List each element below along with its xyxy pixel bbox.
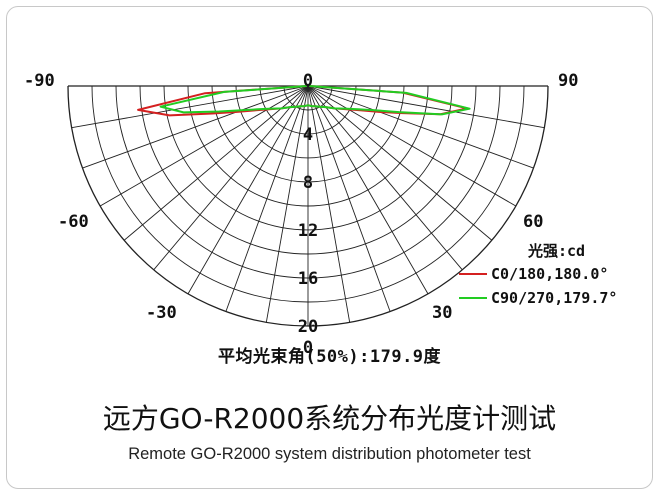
radial-tick-labels: 4 8 12 16 200 (298, 125, 318, 358)
legend: C0/180,180.0° C90/270,179.7° (459, 265, 617, 307)
angle-tick-label: 0 (303, 71, 313, 91)
grid-spoke (187, 85, 309, 295)
radial-tick-label: 4 (303, 125, 313, 145)
intensity-curves (137, 85, 471, 117)
grid-spoke (99, 85, 309, 207)
radial-tick-label: 20 (298, 317, 318, 337)
curve-series-2 (159, 85, 471, 116)
grid-spoke (265, 85, 309, 323)
grid-spoke (307, 85, 463, 271)
grid-spoke (153, 85, 309, 271)
beam-angle-text: 平均光束角(50%):179.9度 (217, 347, 442, 367)
polar-grid (67, 85, 549, 327)
angle-tick-label: -90 (24, 71, 55, 91)
title-english: Remote GO-R2000 system distribution phot… (128, 445, 531, 463)
grid-spoke (307, 85, 493, 241)
grid-spoke (307, 85, 391, 312)
angle-tick-label: -60 (58, 212, 89, 232)
angle-tick-labels: -90 -60 -30 0 30 60 90 (24, 71, 578, 323)
grid-spoke (82, 85, 309, 169)
angle-tick-label-bottom: 0 (303, 338, 313, 358)
radial-tick-label: 12 (298, 221, 318, 241)
unit-label: 光强:cd (527, 242, 585, 260)
grid-spoke (123, 85, 309, 241)
grid-spoke (307, 85, 545, 129)
grid-spoke (307, 85, 517, 207)
angle-tick-label: 60 (523, 212, 543, 232)
grid-spoke (307, 85, 351, 323)
title-chinese: 远方GO-R2000系统分布光度计测试 (102, 402, 557, 435)
radial-tick-label: 16 (298, 269, 318, 289)
grid-spoke (307, 85, 534, 169)
grid-spoke (225, 85, 309, 312)
grid-spoke (71, 85, 309, 129)
angle-tick-label: -30 (146, 303, 177, 323)
radial-tick-label: 8 (303, 173, 313, 193)
legend-label: C90/270,179.7° (491, 289, 617, 307)
angle-tick-label: 30 (432, 303, 452, 323)
legend-label: C0/180,180.0° (491, 265, 608, 283)
grid-spoke (307, 85, 429, 295)
angle-tick-label: 90 (558, 71, 578, 91)
